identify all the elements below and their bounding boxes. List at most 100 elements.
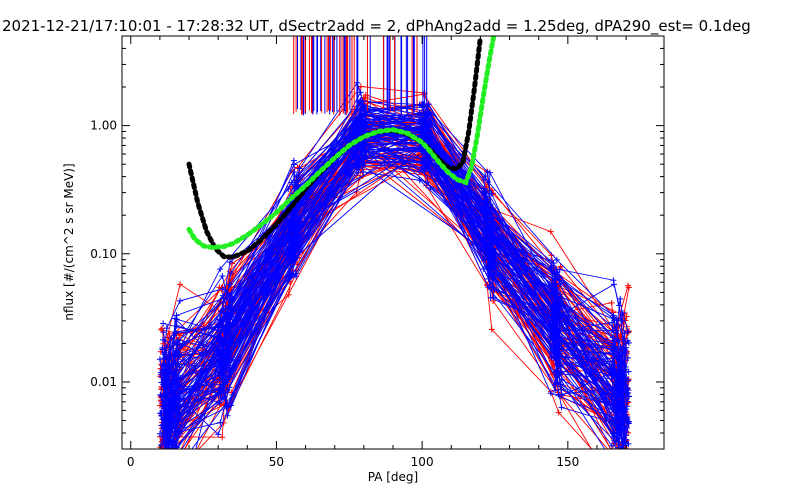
x-tick-label: 100	[411, 455, 434, 469]
data-point-marker	[173, 330, 180, 337]
data-point-marker	[557, 310, 564, 317]
data-point-marker	[611, 471, 617, 477]
data-point-marker	[551, 294, 558, 301]
data-point-marker	[163, 493, 169, 499]
data-point-marker	[547, 390, 554, 397]
data-point-marker	[618, 317, 625, 324]
data-point-marker	[621, 460, 627, 466]
data-point-marker	[158, 441, 164, 448]
data-point-marker	[228, 297, 235, 304]
data-point-marker	[549, 337, 556, 344]
data-point-marker	[159, 458, 165, 464]
data-point-marker	[619, 486, 625, 492]
data-point-marker	[618, 458, 624, 464]
data-point-marker	[622, 439, 629, 446]
data-point-marker	[177, 297, 184, 304]
x-axis-label: PA [deg]	[368, 470, 418, 484]
data-point-marker	[217, 266, 224, 273]
data-point-marker	[485, 275, 492, 282]
flux-trace	[168, 144, 627, 443]
green-fit-curve	[186, 36, 497, 250]
data-point-marker	[174, 428, 181, 435]
data-point-marker	[620, 458, 626, 464]
x-tick-label: 50	[269, 455, 284, 469]
data-point-marker	[165, 477, 171, 483]
data-point-marker	[609, 327, 616, 334]
data-point-marker	[552, 351, 559, 358]
data-point-marker	[165, 488, 171, 494]
data-point-marker	[288, 223, 295, 230]
data-point-marker	[227, 323, 234, 330]
data-point-marker	[175, 382, 182, 389]
data-point-marker	[624, 398, 631, 405]
data-point-marker	[618, 463, 624, 469]
data-point-marker	[548, 257, 555, 264]
data-point-marker	[216, 334, 223, 341]
data-point-marker	[617, 343, 624, 350]
data-point-marker	[625, 389, 632, 396]
data-point-marker	[625, 368, 632, 375]
data-point-marker	[226, 281, 233, 288]
data-point-marker	[353, 151, 360, 158]
data-point-marker	[547, 265, 554, 272]
data-point-marker	[163, 325, 170, 332]
data-point-marker	[556, 273, 563, 280]
data-point-marker	[290, 169, 297, 176]
data-point-marker	[612, 439, 619, 446]
data-point-marker	[159, 463, 165, 469]
data-point-marker	[358, 119, 365, 126]
flux-trace	[167, 150, 614, 449]
data-point-marker	[172, 387, 179, 394]
data-point-marker	[558, 386, 565, 393]
data-point-marker	[623, 406, 630, 413]
data-point-marker	[162, 474, 168, 480]
data-point-marker	[217, 419, 224, 426]
data-point-marker	[359, 124, 366, 131]
data-point-marker	[165, 463, 171, 469]
data-point-marker	[296, 206, 303, 213]
data-point-marker	[224, 412, 231, 419]
data-point-marker	[482, 193, 489, 200]
data-point-marker	[291, 161, 298, 168]
data-point-marker	[177, 281, 184, 288]
data-point-marker	[488, 326, 495, 333]
data-point-marker	[219, 434, 226, 441]
x-tick-label: 150	[556, 455, 579, 469]
data-point-marker	[485, 284, 492, 291]
data-point-marker	[619, 382, 626, 389]
data-point-marker	[548, 354, 555, 361]
data-point-marker	[160, 320, 167, 327]
data-point-marker	[172, 394, 179, 401]
data-point-marker	[623, 487, 629, 493]
data-point-marker	[621, 449, 627, 455]
data-point-marker	[177, 457, 183, 463]
y-tick-label: 1.00	[90, 119, 117, 133]
data-point-marker	[420, 160, 427, 167]
data-point-marker	[608, 299, 615, 306]
data-point-marker	[286, 236, 293, 243]
flux-trace	[164, 141, 621, 430]
data-point-marker	[424, 165, 431, 172]
data-point-marker	[161, 461, 167, 467]
data-point-marker	[620, 418, 627, 425]
data-point-marker	[486, 260, 493, 267]
data-point-marker	[216, 372, 223, 379]
data-point-marker	[228, 303, 235, 310]
data-point-marker	[157, 454, 163, 460]
data-point-marker	[223, 403, 230, 410]
data-point-marker	[286, 219, 293, 226]
data-point-marker	[489, 231, 496, 238]
data-point-marker	[218, 326, 225, 333]
data-point-marker	[421, 166, 428, 173]
data-point-marker	[293, 177, 300, 184]
data-point-marker	[482, 173, 489, 180]
data-point-marker	[624, 419, 631, 426]
data-point-marker	[224, 347, 231, 354]
data-point-marker	[159, 470, 165, 476]
data-point-marker	[166, 460, 172, 466]
data-point-marker	[612, 456, 618, 462]
data-point-marker	[612, 406, 619, 413]
data-point-marker	[613, 336, 620, 343]
data-point-marker	[552, 291, 559, 298]
data-point-marker	[160, 450, 166, 456]
